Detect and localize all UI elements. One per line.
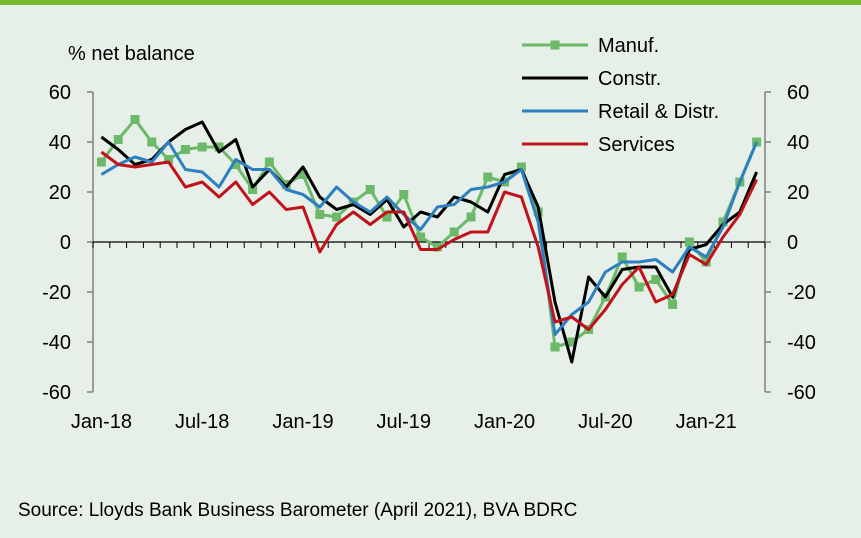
series-marker xyxy=(668,300,678,309)
y-tick-label-left: 40 xyxy=(49,132,71,154)
y-tick-label-right: 40 xyxy=(787,132,809,154)
series-marker xyxy=(298,170,308,179)
series-marker xyxy=(416,232,426,242)
y-tick-label-right: -60 xyxy=(787,382,816,404)
series-marker xyxy=(197,142,207,152)
y-axis-label: % net balance xyxy=(68,43,195,65)
x-tick-label: Jul-19 xyxy=(377,411,431,433)
x-tick-label: Jan-19 xyxy=(272,411,333,433)
series-marker xyxy=(466,212,476,222)
legend-label: Manuf. xyxy=(598,35,659,57)
series-marker xyxy=(365,185,375,194)
series-marker xyxy=(164,155,174,164)
series-marker xyxy=(449,227,459,237)
series-marker xyxy=(718,217,728,227)
y-tick-label-right: 0 xyxy=(787,232,798,254)
y-tick-label-left: -60 xyxy=(42,382,71,404)
y-tick-label-right: 60 xyxy=(787,82,809,104)
source-note: Source: Lloyds Bank Business Barometer (… xyxy=(18,500,578,521)
y-tick-label-right: -20 xyxy=(787,282,816,304)
y-tick-label-left: 0 xyxy=(60,232,71,254)
line-chart: -60 -60 -40 -40 -20 -20 0 0 20 20 40 40 60 60 Jan-18 Ju… xyxy=(42,35,816,433)
series-marker xyxy=(516,162,526,172)
series-marker xyxy=(248,185,258,194)
series-line-1 xyxy=(100,120,758,364)
series-marker xyxy=(617,252,627,262)
legend-label: Retail & Distr. xyxy=(598,101,719,123)
x-tick-label: Jul-18 xyxy=(175,411,229,433)
series-marker xyxy=(567,337,577,347)
series-marker xyxy=(147,137,157,147)
x-tick-label: Jan-20 xyxy=(474,411,535,433)
x-tick-label: Jan-18 xyxy=(71,411,132,433)
series-marker xyxy=(483,172,493,182)
series-marker xyxy=(550,342,560,352)
legend-label: Constr. xyxy=(598,68,661,90)
top-accent-bar xyxy=(0,0,861,5)
y-tick-label-left: 60 xyxy=(49,82,71,104)
y-tick-label-right: 20 xyxy=(787,182,809,204)
series-line-3 xyxy=(100,150,758,331)
x-tick-label: Jul-20 xyxy=(578,411,632,433)
legend-swatch-marker xyxy=(550,40,560,50)
series-marker xyxy=(231,160,241,169)
legend-label: Services xyxy=(598,134,675,156)
x-tick-label: Jan-21 xyxy=(676,411,737,433)
series-line-2 xyxy=(100,140,758,336)
series-marker xyxy=(382,212,392,222)
series-marker xyxy=(332,212,342,222)
series-marker xyxy=(130,115,140,124)
series-marker xyxy=(684,237,694,247)
series-marker xyxy=(399,190,409,199)
series-marker xyxy=(264,157,274,167)
series-marker xyxy=(214,142,224,152)
y-tick-label-right: -40 xyxy=(787,332,816,354)
series-marker xyxy=(315,210,325,219)
series-marker xyxy=(96,157,106,167)
series-marker xyxy=(113,135,123,144)
y-tick-label-left: -20 xyxy=(42,282,71,304)
series-marker xyxy=(180,145,190,154)
y-tick-label-left: -40 xyxy=(42,332,71,354)
y-tick-label-left: 20 xyxy=(49,182,71,204)
series-marker xyxy=(651,275,661,284)
series-marker xyxy=(634,282,644,292)
series-marker xyxy=(432,242,442,252)
series-marker xyxy=(281,180,291,189)
